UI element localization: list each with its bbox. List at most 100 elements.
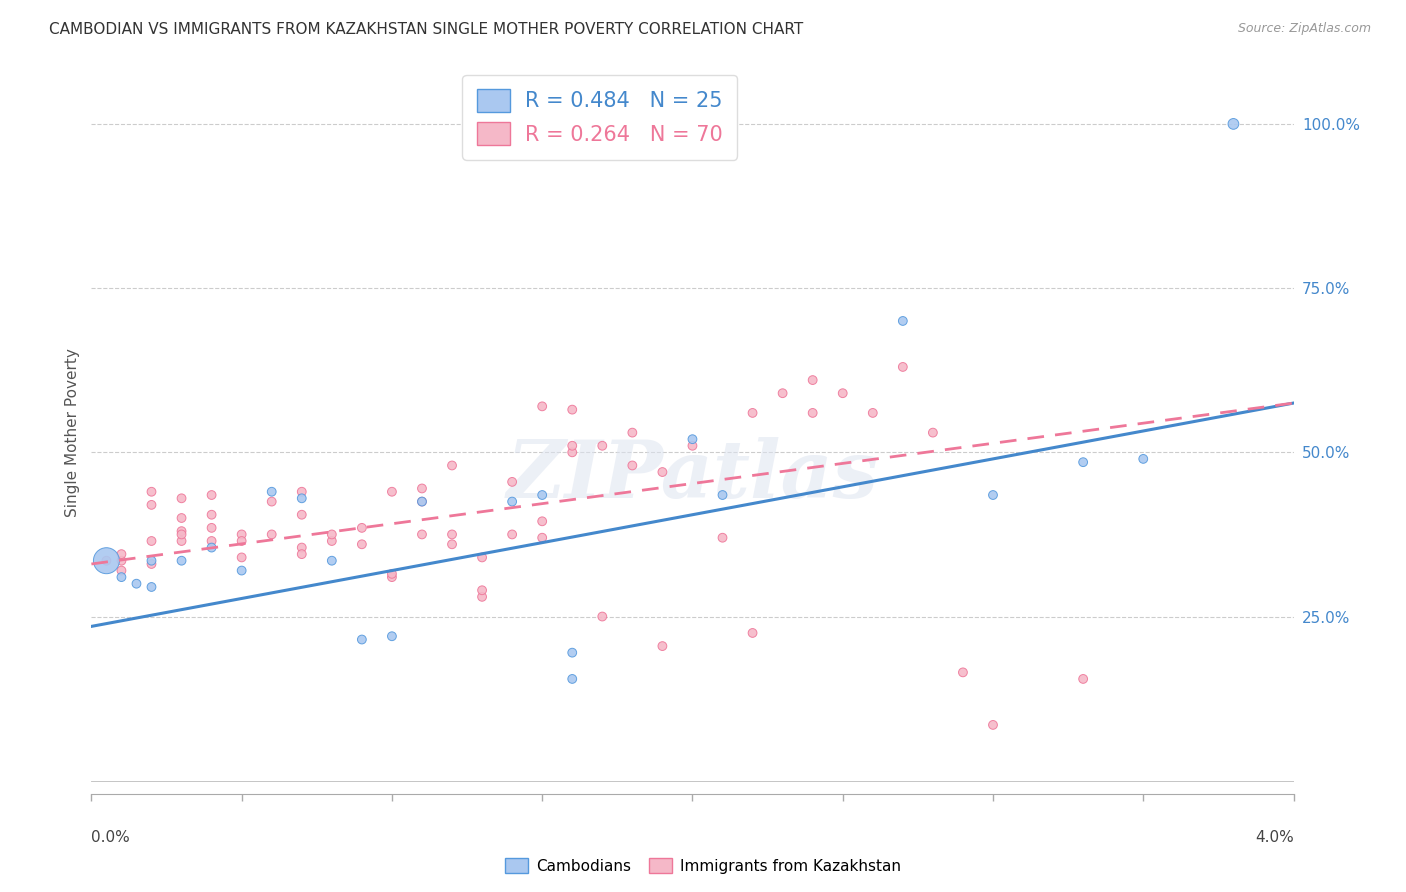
Point bbox=[801, 373, 824, 387]
Point bbox=[381, 566, 404, 581]
Point bbox=[170, 533, 193, 548]
Point bbox=[591, 609, 613, 624]
Point bbox=[291, 491, 314, 506]
Text: 4.0%: 4.0% bbox=[1254, 830, 1294, 845]
Point bbox=[291, 541, 314, 555]
Point bbox=[141, 498, 163, 512]
Point bbox=[201, 521, 224, 535]
Point bbox=[321, 533, 343, 548]
Text: CAMBODIAN VS IMMIGRANTS FROM KAZAKHSTAN SINGLE MOTHER POVERTY CORRELATION CHART: CAMBODIAN VS IMMIGRANTS FROM KAZAKHSTAN … bbox=[49, 22, 803, 37]
Point bbox=[170, 527, 193, 541]
Point bbox=[440, 537, 463, 551]
Point bbox=[981, 488, 1004, 502]
Point bbox=[561, 445, 583, 459]
Point bbox=[260, 494, 283, 508]
Point bbox=[531, 488, 554, 502]
Point bbox=[411, 482, 433, 496]
Point bbox=[141, 580, 163, 594]
Point bbox=[96, 554, 118, 568]
Point bbox=[531, 400, 554, 414]
Point bbox=[471, 550, 494, 565]
Point bbox=[711, 531, 734, 545]
Point bbox=[411, 527, 433, 541]
Point bbox=[501, 527, 523, 541]
Point bbox=[561, 439, 583, 453]
Point bbox=[170, 524, 193, 538]
Point bbox=[501, 494, 523, 508]
Point bbox=[440, 527, 463, 541]
Point bbox=[501, 475, 523, 489]
Point bbox=[260, 527, 283, 541]
Point bbox=[741, 406, 763, 420]
Legend: Cambodians, Immigrants from Kazakhstan: Cambodians, Immigrants from Kazakhstan bbox=[499, 852, 907, 880]
Point bbox=[531, 531, 554, 545]
Point bbox=[831, 386, 853, 401]
Point bbox=[891, 314, 914, 328]
Text: 0.0%: 0.0% bbox=[91, 830, 131, 845]
Point bbox=[125, 576, 148, 591]
Point bbox=[471, 590, 494, 604]
Point bbox=[110, 547, 132, 561]
Point bbox=[260, 484, 283, 499]
Point bbox=[231, 550, 253, 565]
Point bbox=[651, 639, 673, 653]
Point bbox=[141, 554, 163, 568]
Point bbox=[801, 406, 824, 420]
Point bbox=[591, 439, 613, 453]
Point bbox=[862, 406, 884, 420]
Point bbox=[561, 672, 583, 686]
Point bbox=[350, 537, 373, 551]
Point bbox=[381, 629, 404, 643]
Point bbox=[110, 570, 132, 584]
Point bbox=[411, 494, 433, 508]
Point bbox=[201, 541, 224, 555]
Point bbox=[440, 458, 463, 473]
Point bbox=[201, 488, 224, 502]
Point bbox=[201, 533, 224, 548]
Point bbox=[291, 547, 314, 561]
Point bbox=[350, 632, 373, 647]
Point bbox=[651, 465, 673, 479]
Text: ZIPatlas: ZIPatlas bbox=[506, 437, 879, 515]
Point bbox=[531, 514, 554, 528]
Point bbox=[741, 626, 763, 640]
Y-axis label: Single Mother Poverty: Single Mother Poverty bbox=[65, 348, 80, 517]
Legend: R = 0.484   N = 25, R = 0.264   N = 70: R = 0.484 N = 25, R = 0.264 N = 70 bbox=[463, 75, 737, 160]
Point bbox=[170, 554, 193, 568]
Point bbox=[170, 491, 193, 506]
Point bbox=[891, 359, 914, 374]
Point bbox=[291, 484, 314, 499]
Point bbox=[110, 564, 132, 578]
Point bbox=[952, 665, 974, 680]
Point bbox=[231, 533, 253, 548]
Point bbox=[141, 557, 163, 571]
Point bbox=[201, 508, 224, 522]
Point bbox=[1222, 117, 1244, 131]
Point bbox=[291, 508, 314, 522]
Point bbox=[381, 484, 404, 499]
Point bbox=[231, 527, 253, 541]
Point bbox=[1071, 455, 1094, 469]
Point bbox=[1132, 451, 1154, 466]
Point bbox=[350, 521, 373, 535]
Point bbox=[561, 402, 583, 417]
Point bbox=[981, 718, 1004, 732]
Point bbox=[681, 439, 703, 453]
Text: Source: ZipAtlas.com: Source: ZipAtlas.com bbox=[1237, 22, 1371, 36]
Point bbox=[110, 554, 132, 568]
Point bbox=[321, 527, 343, 541]
Point bbox=[471, 583, 494, 598]
Point bbox=[1071, 672, 1094, 686]
Point bbox=[772, 386, 794, 401]
Point bbox=[681, 432, 703, 446]
Point bbox=[922, 425, 945, 440]
Point bbox=[141, 484, 163, 499]
Point bbox=[170, 511, 193, 525]
Point bbox=[621, 458, 644, 473]
Point bbox=[561, 646, 583, 660]
Point bbox=[411, 494, 433, 508]
Point bbox=[141, 533, 163, 548]
Point bbox=[711, 488, 734, 502]
Point bbox=[621, 425, 644, 440]
Point bbox=[321, 554, 343, 568]
